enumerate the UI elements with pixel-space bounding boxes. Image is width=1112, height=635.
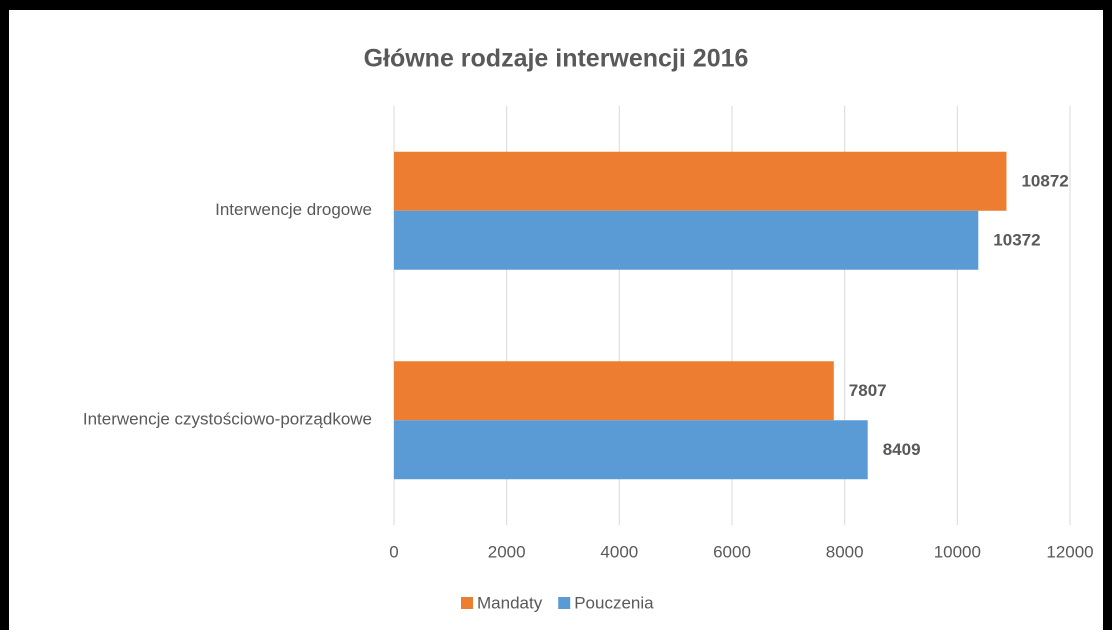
x-tick-label: 0 [389, 542, 398, 561]
x-tick-label: 10000 [934, 542, 981, 561]
x-tick-label: 12000 [1046, 542, 1093, 561]
legend-swatch [461, 597, 473, 609]
y-tick-label: Interwencje drogowe [215, 200, 372, 219]
legend-label: Mandaty [477, 593, 543, 612]
x-tick-label: 2000 [488, 542, 526, 561]
data-label: 7807 [849, 381, 887, 400]
bar [394, 210, 979, 270]
bar [394, 151, 1007, 211]
y-tick-label: Interwencje czystościowo-porządkowe [83, 410, 372, 429]
data-label: 8409 [883, 440, 921, 459]
legend-label: Pouczenia [574, 593, 654, 612]
x-tick-label: 6000 [713, 542, 751, 561]
data-label: 10372 [993, 231, 1040, 250]
chart-area [9, 10, 1103, 630]
x-tick-label: 8000 [826, 542, 864, 561]
x-tick-label: 4000 [600, 542, 638, 561]
chart-title: Główne rodzaje interwencji 2016 [364, 45, 749, 73]
bar [394, 361, 834, 421]
legend-swatch [558, 597, 571, 609]
bar [394, 420, 868, 480]
data-label: 10872 [1021, 172, 1068, 191]
